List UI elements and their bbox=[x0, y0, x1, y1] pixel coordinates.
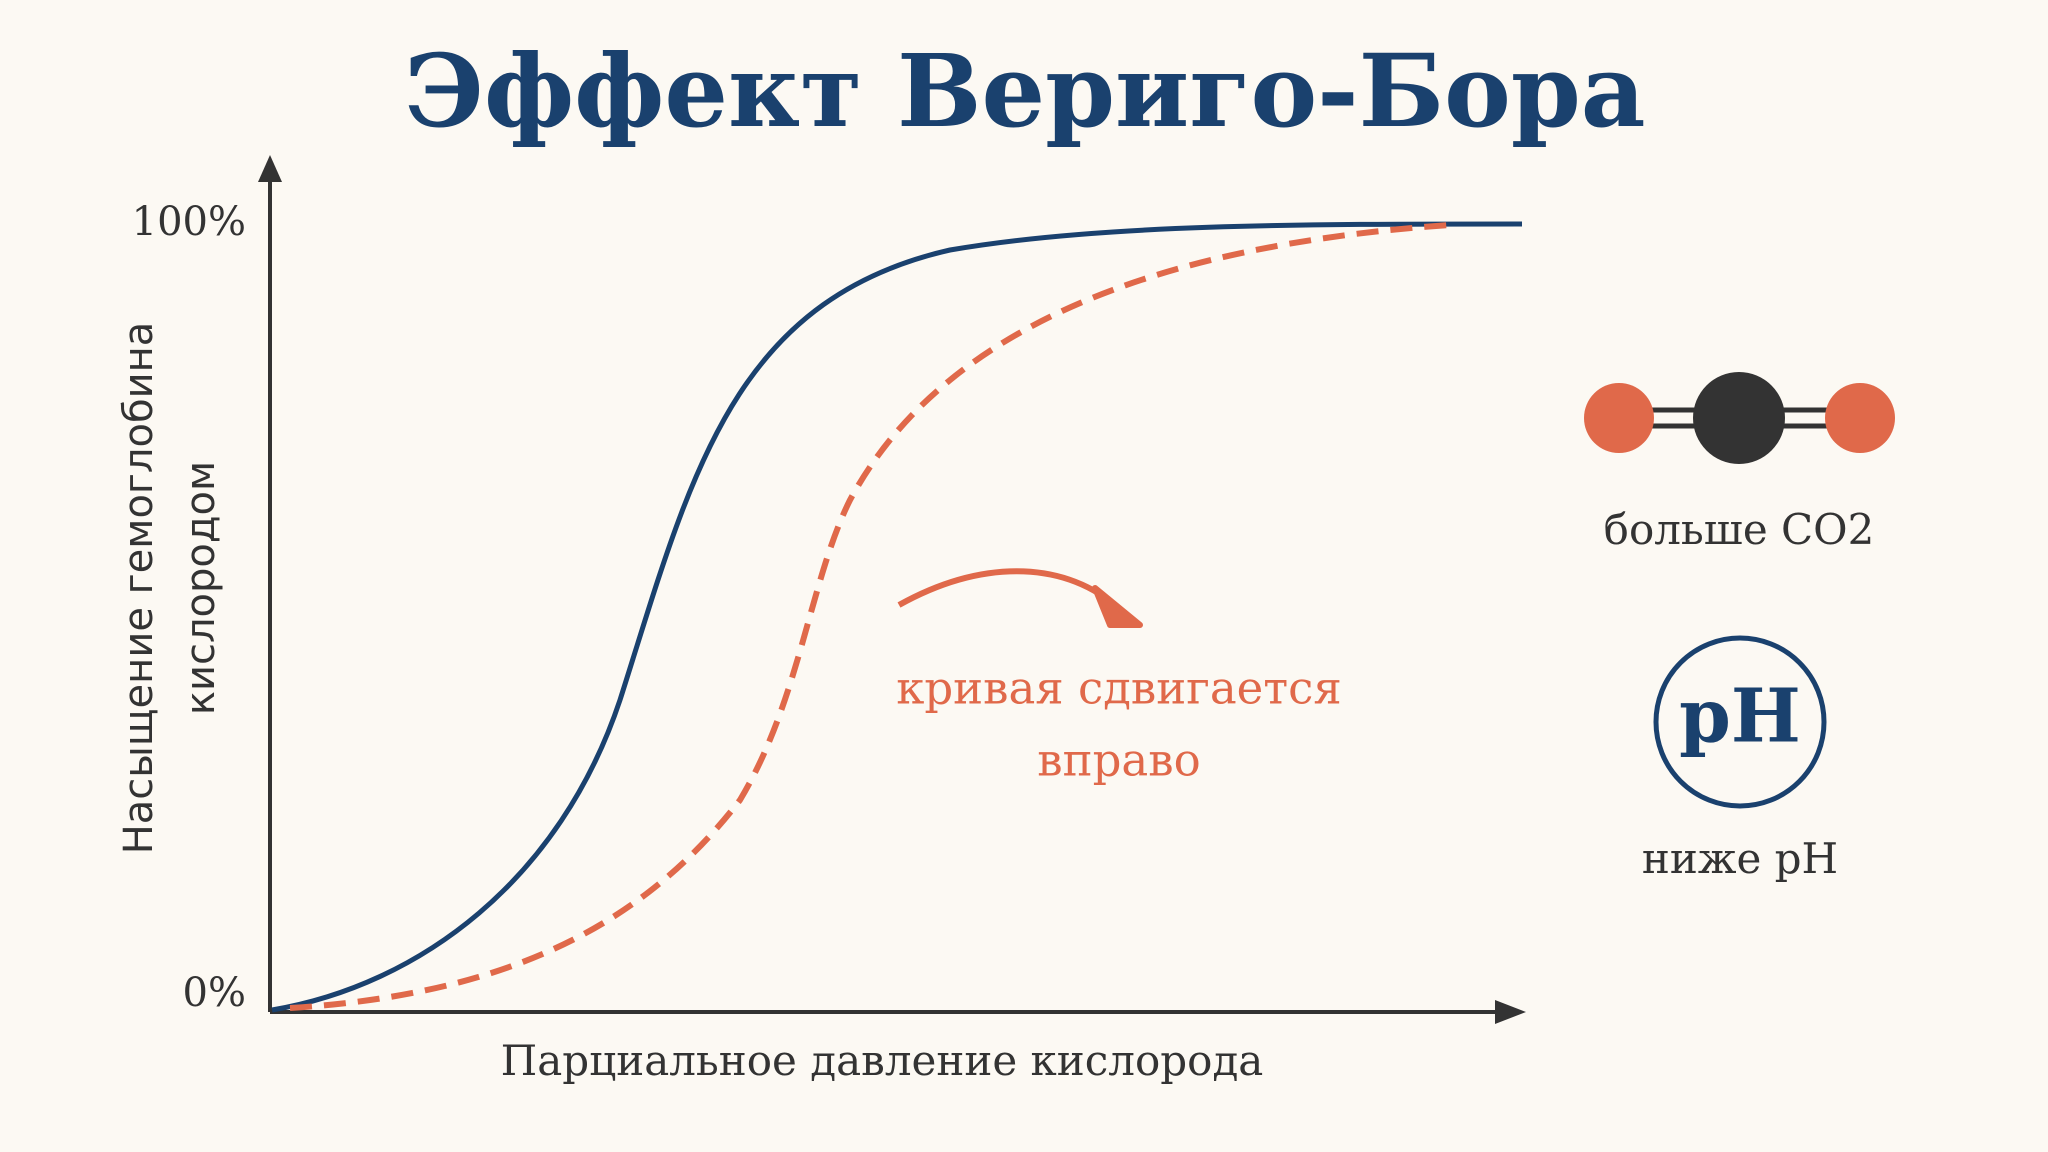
shift-arrow-head bbox=[1092, 585, 1143, 628]
shifted-curve bbox=[289, 222, 1451, 1011]
co2-label: больше CO2 bbox=[1604, 505, 1875, 554]
y-arrow bbox=[258, 155, 282, 182]
y-bottom-label: 0% bbox=[183, 970, 246, 1016]
ph-circle bbox=[1653, 635, 1827, 809]
ph-label: ниже pH bbox=[1642, 834, 1838, 883]
co2-molecule bbox=[1584, 372, 1895, 464]
title: Эффект Вериго-Бора bbox=[404, 32, 1645, 150]
y-axis-label-line: Насыщение гемоглобина bbox=[116, 322, 162, 855]
x-axis-label: Парциальное давление кислорода bbox=[501, 1036, 1264, 1085]
x-arrow bbox=[1495, 1000, 1526, 1024]
y-top-label: 100% bbox=[132, 199, 246, 245]
normal-curve bbox=[271, 221, 1523, 1013]
y-axis-label-line: кислородом bbox=[178, 461, 224, 715]
axes bbox=[258, 155, 1526, 1024]
annotation-line: кривая сдвигается bbox=[896, 662, 1342, 715]
y-axis-label: Насыщение гемоглобина кислородом bbox=[116, 322, 224, 855]
ph-symbol: pH bbox=[1679, 674, 1801, 760]
annotation-line: вправо bbox=[1037, 734, 1200, 787]
